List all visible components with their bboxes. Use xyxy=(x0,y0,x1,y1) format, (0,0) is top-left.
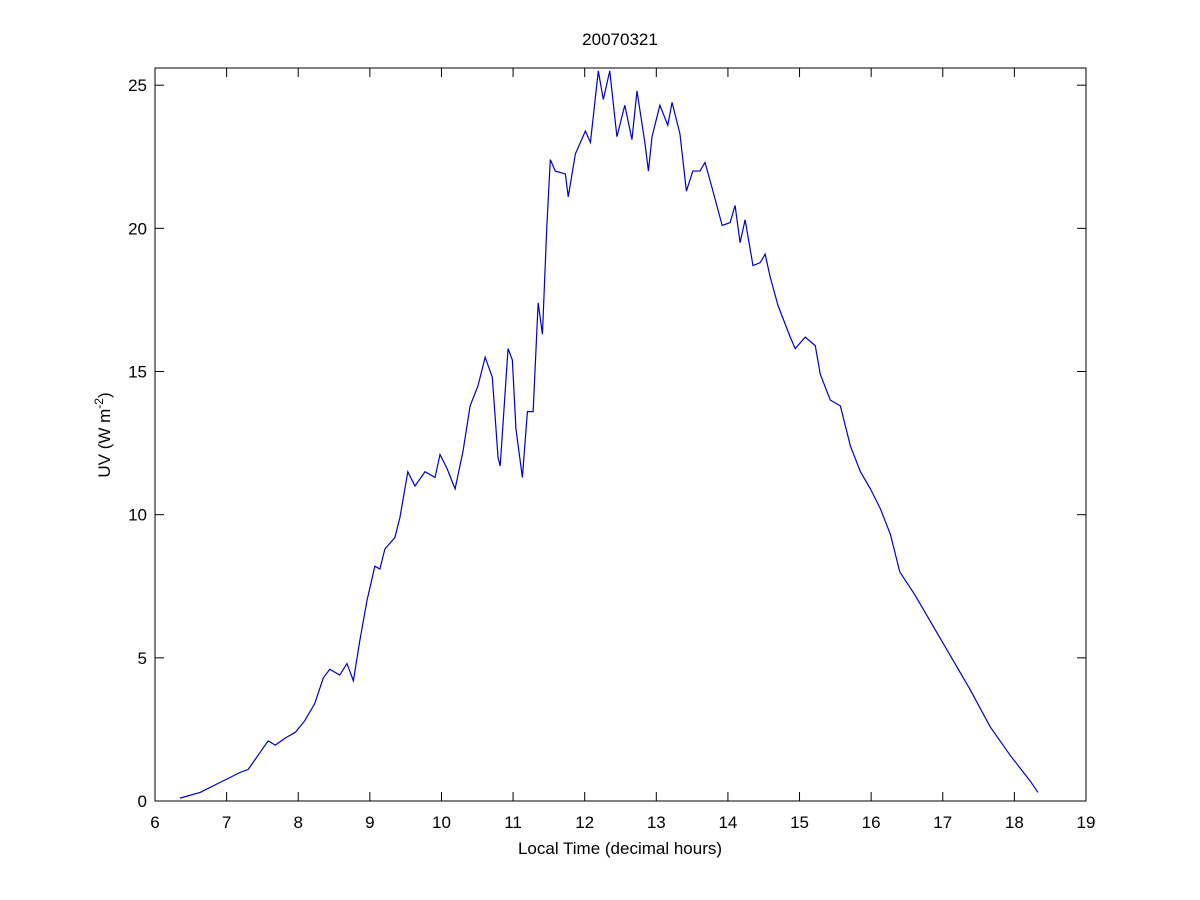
x-tick-label: 6 xyxy=(150,813,159,832)
y-tick-label: 5 xyxy=(138,649,147,668)
x-tick-label: 15 xyxy=(790,813,809,832)
plot-box xyxy=(154,67,1087,802)
y-tick-label: 15 xyxy=(128,363,147,382)
chart-title: 20070321 xyxy=(582,30,658,49)
y-tick-label: 20 xyxy=(128,219,147,238)
x-tick-label: 14 xyxy=(718,813,737,832)
x-tick-label: 18 xyxy=(1005,813,1024,832)
y-axis-label: UV (W m-2) xyxy=(92,392,114,477)
x-tick-label: 16 xyxy=(862,813,881,832)
y-tick-label: 0 xyxy=(138,792,147,811)
x-tick-label: 13 xyxy=(647,813,666,832)
x-tick-label: 10 xyxy=(432,813,451,832)
x-tick-label: 19 xyxy=(1077,813,1096,832)
x-tick-label: 11 xyxy=(504,813,522,832)
data-line xyxy=(179,70,1039,799)
x-tick-label: 12 xyxy=(575,813,594,832)
y-tick-label: 10 xyxy=(128,506,147,525)
y-tick-label: 25 xyxy=(128,76,147,95)
y-label-superscript: -2 xyxy=(92,398,106,409)
x-tick-label: 17 xyxy=(933,813,952,832)
y-label-suffix: ) xyxy=(95,392,114,398)
x-tick-label: 7 xyxy=(222,813,231,832)
x-tick-label: 8 xyxy=(293,813,302,832)
x-tick-label: 9 xyxy=(365,813,374,832)
y-label-text: UV (W m xyxy=(95,409,114,478)
x-axis-label: Local Time (decimal hours) xyxy=(518,839,722,858)
